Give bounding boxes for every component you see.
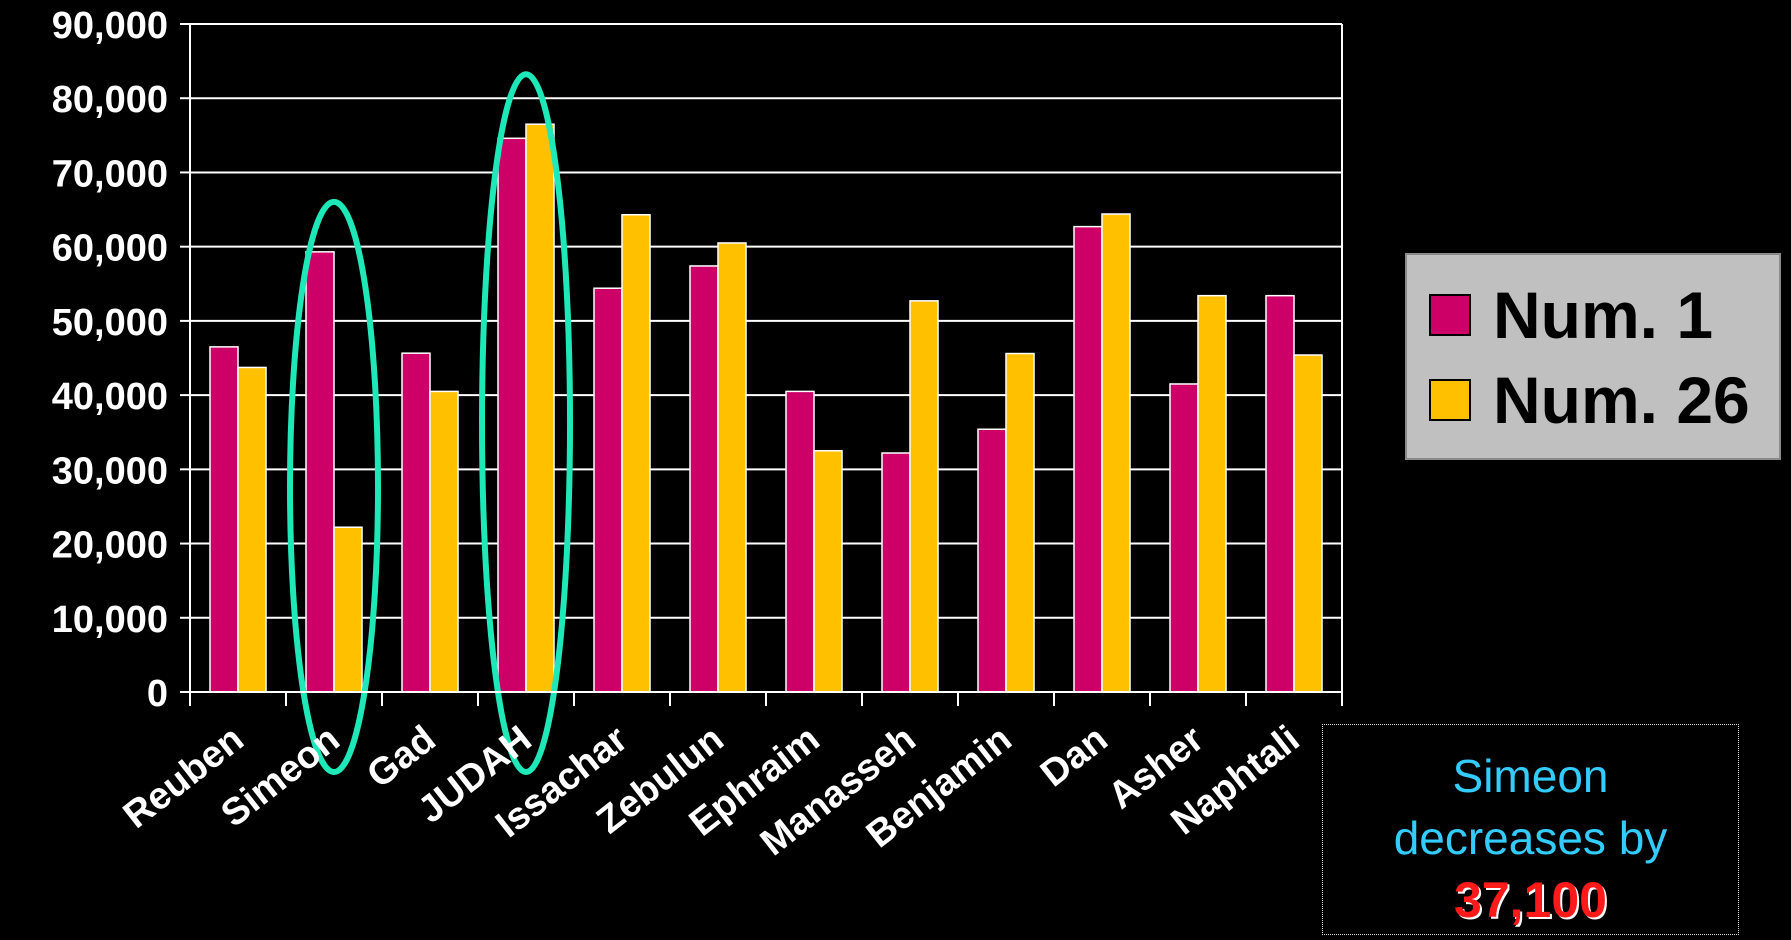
y-tick-label: 30,000 [52, 450, 168, 492]
highlight-ellipse-simeon [287, 198, 381, 775]
highlight-ellipses [287, 71, 573, 775]
y-tick-labels: 0 10,000 20,000 30,000 40,000 50,000 60,000 70,… [52, 5, 168, 715]
bar-num-26-issachar [621, 214, 651, 693]
annotation-box: Simeon decreases by 37,100 [1322, 724, 1739, 935]
y-tick-label: 60,000 [52, 228, 168, 270]
annotation-line-2: decreases by [1393, 812, 1668, 864]
bar-num-26-asher [1197, 294, 1227, 693]
bar-num-26-zebulun [717, 242, 747, 693]
y-tick-label: 0 [147, 673, 168, 715]
legend-swatch-num-1 [1429, 294, 1471, 336]
bar-num-1-dan [1073, 225, 1103, 693]
y-tick-label: 50,000 [52, 302, 168, 344]
y-tick-label: 10,000 [52, 599, 168, 641]
bar-num-26-gad [429, 390, 459, 693]
axes [180, 23, 1343, 706]
bar-num-26-benjamin [1005, 352, 1035, 693]
y-tick-label: 90,000 [52, 5, 168, 47]
bar-num-1-ephraim [785, 390, 815, 693]
bar-num-1-benjamin [977, 428, 1007, 693]
bar-num-1-manasseh [881, 452, 911, 693]
legend-item-num-1: Num. 1 [1429, 275, 1713, 355]
gridlines [190, 23, 1342, 619]
bar-num-26-dan [1101, 213, 1131, 693]
bar-series [209, 123, 1323, 693]
bar-num-1-reuben [209, 346, 239, 693]
bar-num-1-judah [497, 137, 527, 693]
bar-num-1-gad [401, 352, 431, 693]
bar-num-1-simeon [305, 251, 335, 693]
annotation-value: 37,100 [1454, 872, 1607, 928]
bar-num-26-manasseh [909, 300, 939, 693]
bar-num-1-naphtali [1265, 294, 1295, 693]
y-tick-label: 20,000 [52, 525, 168, 567]
legend-item-num-26: Num. 26 [1429, 360, 1750, 440]
legend-swatch-num-26 [1429, 379, 1471, 421]
legend-label-num-1: Num. 1 [1493, 278, 1714, 352]
bar-num-26-simeon [333, 526, 363, 693]
y-tick-label: 70,000 [52, 153, 168, 195]
bar-num-26-reuben [237, 366, 267, 693]
bar-num-26-naphtali [1293, 354, 1323, 693]
legend: Num. 1 Num. 26 [1405, 253, 1781, 460]
legend-label-num-26: Num. 26 [1493, 363, 1750, 437]
bar-num-26-ephraim [813, 450, 843, 693]
bar-num-1-asher [1169, 383, 1199, 693]
y-tick-label: 40,000 [52, 376, 168, 418]
bar-num-1-issachar [593, 287, 623, 693]
highlight-ellipse-judah [479, 71, 573, 775]
bar-num-26-judah [525, 123, 555, 693]
bar-num-1-zebulun [689, 265, 719, 693]
annotation-line-1: Simeon [1452, 750, 1609, 802]
y-tick-label: 80,000 [52, 79, 168, 121]
